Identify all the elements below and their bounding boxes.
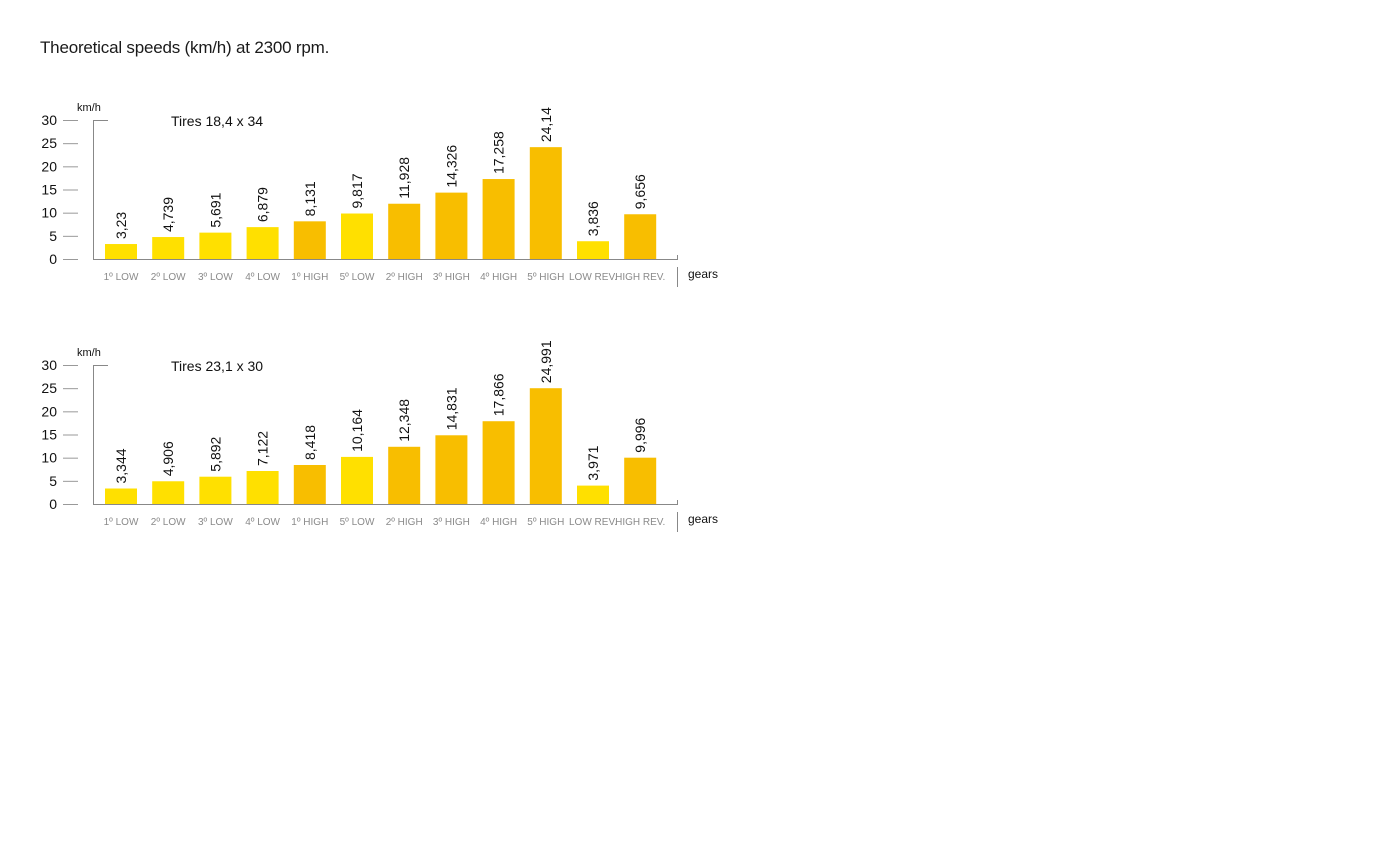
y-tick-label: 10 bbox=[41, 450, 57, 466]
bar bbox=[246, 227, 279, 259]
x-tick-label: 5º HIGH bbox=[527, 517, 564, 528]
y-tick-label: 10 bbox=[41, 205, 57, 221]
y-tick-label: 20 bbox=[41, 403, 57, 419]
x-tick-label: 2º HIGH bbox=[386, 517, 423, 528]
x-tick-label: 1º HIGH bbox=[291, 272, 328, 283]
bar-value-label: 3,344 bbox=[113, 448, 129, 483]
y-tick-label: 30 bbox=[41, 112, 57, 128]
bar-value-label: 3,836 bbox=[585, 201, 601, 236]
bar-value-label: 17,258 bbox=[491, 131, 507, 174]
x-tick-label: LOW REV. bbox=[569, 272, 617, 283]
page-title: Theoretical speeds (km/h) at 2300 rpm. bbox=[40, 38, 330, 57]
bar bbox=[624, 457, 657, 504]
x-tick-label: 3º HIGH bbox=[433, 272, 470, 283]
bar-value-label: 3,23 bbox=[113, 212, 129, 239]
bar-value-label: 5,892 bbox=[207, 436, 223, 471]
x-tick-label: 2º LOW bbox=[151, 272, 186, 283]
x-tick-label: 1º LOW bbox=[104, 272, 139, 283]
speed-chart-tires-18-4-x-34: 0 5 10 15 20 25 30 km/h Tires 18,4 x 34 gears 3,23… bbox=[41, 102, 718, 287]
bar-value-label: 24,991 bbox=[538, 340, 554, 383]
bar-value-label: 9,656 bbox=[632, 174, 648, 209]
y-tick-label: 5 bbox=[49, 228, 57, 244]
x-tick-label: 5º HIGH bbox=[527, 272, 564, 283]
x-tick-label: 1º LOW bbox=[104, 517, 139, 528]
bar-value-label: 6,879 bbox=[255, 187, 271, 222]
y-tick-label: 0 bbox=[49, 496, 57, 512]
y-tick-label: 30 bbox=[41, 357, 57, 373]
bar bbox=[624, 214, 657, 259]
x-axis-unit-label: gears bbox=[688, 267, 718, 281]
x-tick-label: 4º HIGH bbox=[480, 517, 517, 528]
bar bbox=[577, 241, 609, 259]
bar-value-label: 3,971 bbox=[585, 445, 601, 480]
bar bbox=[388, 203, 421, 259]
bar bbox=[246, 471, 279, 504]
bar bbox=[152, 481, 185, 504]
x-tick-label: 2º HIGH bbox=[386, 272, 423, 283]
bar-value-label: 11,928 bbox=[396, 157, 412, 199]
bar-value-label: 14,831 bbox=[443, 387, 459, 430]
bar bbox=[293, 464, 326, 504]
x-tick-label: 4º HIGH bbox=[480, 272, 517, 283]
bar-value-label: 24,14 bbox=[538, 107, 554, 142]
bar-value-label: 12,348 bbox=[396, 399, 412, 442]
bar-value-label: 9,996 bbox=[632, 417, 648, 452]
x-tick-label: 4º LOW bbox=[245, 517, 280, 528]
chart-subtitle: Tires 23,1 x 30 bbox=[171, 358, 263, 374]
bar bbox=[105, 488, 137, 504]
bar-value-label: 4,739 bbox=[160, 197, 176, 232]
bar-value-label: 10,164 bbox=[349, 409, 365, 452]
x-tick-label: HIGH REV. bbox=[615, 272, 665, 283]
bar bbox=[577, 485, 609, 504]
y-tick-label: 15 bbox=[41, 182, 57, 198]
y-tick-label: 20 bbox=[41, 158, 57, 174]
bar bbox=[341, 456, 373, 504]
bar-value-label: 4,906 bbox=[160, 441, 176, 476]
bar-value-label: 8,131 bbox=[302, 181, 318, 216]
bar-value-label: 14,326 bbox=[443, 145, 459, 188]
bar bbox=[293, 221, 326, 259]
speed-chart-tires-23-1-x-30: 0 5 10 15 20 25 30 km/h Tires 23,1 x 30 gears 3,34… bbox=[41, 340, 718, 532]
y-tick-label: 25 bbox=[41, 135, 57, 151]
x-tick-label: LOW REV. bbox=[569, 517, 617, 528]
y-axis-unit-label: km/h bbox=[77, 347, 101, 359]
y-axis-unit-label: km/h bbox=[77, 102, 101, 114]
bar bbox=[105, 244, 137, 259]
x-tick-label: 2º LOW bbox=[151, 517, 186, 528]
bar bbox=[341, 213, 373, 259]
bar bbox=[435, 192, 468, 259]
x-tick-label: 3º LOW bbox=[198, 517, 233, 528]
bar bbox=[388, 446, 421, 504]
bar-value-label: 9,817 bbox=[349, 173, 365, 208]
bar bbox=[152, 237, 185, 259]
x-tick-label: 5º LOW bbox=[340, 272, 375, 283]
bar bbox=[435, 435, 468, 504]
y-tick-label: 5 bbox=[49, 473, 57, 489]
x-tick-label: 5º LOW bbox=[340, 517, 375, 528]
y-tick-label: 0 bbox=[49, 251, 57, 267]
bar-value-label: 7,122 bbox=[255, 431, 271, 466]
bar bbox=[482, 421, 515, 504]
bar-value-label: 17,866 bbox=[491, 373, 507, 416]
chart-subtitle: Tires 18,4 x 34 bbox=[171, 113, 263, 129]
y-tick-label: 25 bbox=[41, 380, 57, 396]
x-tick-label: HIGH REV. bbox=[615, 517, 665, 528]
y-tick-label: 15 bbox=[41, 427, 57, 443]
x-tick-label: 4º LOW bbox=[245, 272, 280, 283]
bar bbox=[529, 388, 562, 504]
bar bbox=[199, 476, 232, 504]
bar bbox=[482, 179, 515, 259]
x-tick-label: 3º HIGH bbox=[433, 517, 470, 528]
bar bbox=[199, 232, 232, 259]
bar bbox=[529, 147, 562, 259]
bar-value-label: 8,418 bbox=[302, 425, 318, 460]
x-tick-label: 1º HIGH bbox=[291, 517, 328, 528]
bar-value-label: 5,691 bbox=[207, 192, 223, 227]
x-tick-label: 3º LOW bbox=[198, 272, 233, 283]
x-axis-unit-label: gears bbox=[688, 512, 718, 526]
